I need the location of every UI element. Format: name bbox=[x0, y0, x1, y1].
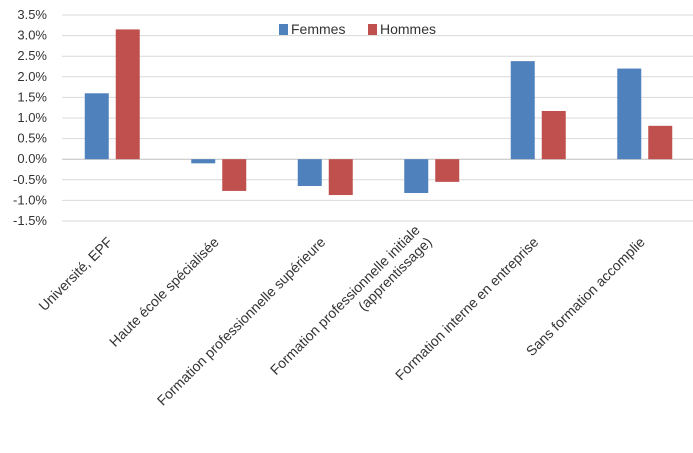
y-tick-label: 1.0% bbox=[17, 110, 47, 125]
y-tick-label: 2.5% bbox=[17, 48, 47, 63]
x-category-label-group: Haute école spécialisée bbox=[106, 234, 222, 350]
bar-hommes-1 bbox=[222, 159, 247, 191]
y-tick-label: -1.0% bbox=[13, 192, 47, 207]
y-tick-label: -1.5% bbox=[13, 213, 47, 228]
x-category-label-group: Université, EPF bbox=[35, 234, 115, 314]
legend-label-hommes: Hommes bbox=[380, 21, 436, 37]
bar-hommes-0 bbox=[115, 29, 140, 160]
y-tick-label: 0.5% bbox=[17, 131, 47, 146]
y-axis-tick-labels: 3.5% 3.0% 2.5% 2.0% 1.5% 1.0% 0.5% 0.0% -0.5% -1.… bbox=[13, 7, 47, 228]
bar-hommes-3 bbox=[435, 159, 460, 182]
x-category-label: Sans formation accomplie bbox=[523, 234, 648, 359]
bar-femmes-1 bbox=[191, 159, 216, 164]
bar-hommes-5 bbox=[648, 125, 673, 160]
grid-lines bbox=[62, 14, 693, 222]
x-category-label: Haute école spécialisée bbox=[106, 234, 222, 350]
x-category-label: Formation professionnelle initiale bbox=[267, 222, 423, 378]
y-tick-label: 1.5% bbox=[17, 89, 47, 104]
y-tick-label: 3.5% bbox=[17, 7, 47, 22]
legend-swatch-hommes bbox=[368, 24, 377, 35]
legend-label-femmes: Femmes bbox=[291, 21, 345, 37]
bars bbox=[84, 29, 673, 196]
y-tick-label: -0.5% bbox=[13, 172, 47, 187]
legend-swatch-femmes bbox=[279, 24, 288, 35]
y-tick-label: 3.0% bbox=[17, 28, 47, 43]
bar-femmes-3 bbox=[404, 159, 429, 193]
bar-femmes-4 bbox=[510, 61, 535, 160]
legend: Femmes Hommes bbox=[279, 21, 436, 37]
x-category-label: Université, EPF bbox=[35, 234, 115, 314]
x-category-label: Formation professionnelle supérieure bbox=[154, 234, 329, 409]
y-tick-label: 0.0% bbox=[17, 151, 47, 166]
bar-femmes-5 bbox=[617, 68, 642, 160]
x-category-label-group: Sans formation accomplie bbox=[523, 234, 648, 359]
bar-hommes-4 bbox=[541, 110, 566, 160]
bar-femmes-2 bbox=[297, 159, 322, 186]
y-tick-label: 2.0% bbox=[17, 69, 47, 84]
x-category-label-group: Formation professionnelle supérieure bbox=[154, 234, 329, 409]
bar-femmes-0 bbox=[84, 93, 109, 160]
bar-hommes-2 bbox=[328, 159, 353, 196]
